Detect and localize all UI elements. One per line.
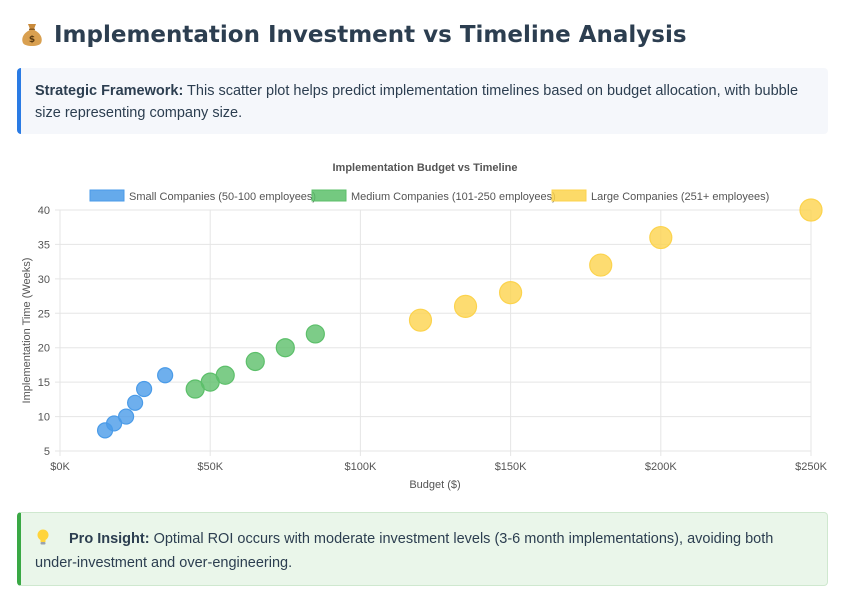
insight-text: Optimal ROI occurs with moderate investm…: [35, 531, 774, 571]
scatter-point: [127, 394, 144, 411]
scatter-point: [589, 253, 613, 277]
legend-swatch: [89, 189, 125, 202]
scatter-point: [649, 225, 673, 250]
x-tick-label: $50K: [197, 461, 223, 473]
framework-label: Strategic Framework:: [35, 83, 184, 99]
framework-text: This scatter plot helps predict implemen…: [35, 83, 799, 121]
y-tick-label: 40: [38, 205, 50, 217]
svg-text:$: $: [29, 35, 35, 45]
scatter-point: [245, 351, 265, 372]
x-tick-label: $250K: [795, 461, 827, 473]
scatter-point: [215, 365, 235, 385]
light-bulb-icon: [37, 529, 49, 545]
y-tick-label: 10: [38, 412, 50, 424]
legend-label: Medium Companies (101-250 employees): [351, 191, 556, 203]
y-tick-label: 15: [38, 377, 50, 389]
x-tick-label: $0K: [50, 461, 70, 473]
scatter-point: [136, 380, 153, 398]
x-tick-label: $200K: [645, 461, 677, 473]
x-axis-label: Budget ($): [409, 479, 460, 491]
y-tick-label: 30: [38, 274, 50, 286]
scatter-point: [499, 281, 523, 305]
legend-label: Large Companies (251+ employees): [591, 191, 769, 203]
page-header: $ Implementation Investment vs Timeline …: [20, 22, 687, 48]
scatter-point: [799, 198, 823, 222]
scatter-chart: Implementation Budget vs Timeline Small C…: [21, 162, 828, 491]
y-tick-label: 25: [38, 308, 50, 320]
legend-swatch: [311, 189, 347, 202]
strategic-framework-callout: Strategic Framework: This scatter plot h…: [17, 68, 828, 134]
x-tick-label: $150K: [495, 461, 527, 473]
legend-label: Small Companies (50-100 employees): [129, 191, 316, 203]
scatter-point: [157, 367, 174, 384]
x-tick-label: $100K: [344, 461, 376, 473]
legend-swatch: [551, 189, 587, 202]
y-axis-label: Implementation Time (Weeks): [21, 258, 33, 404]
chart-title: Implementation Budget vs Timeline: [333, 162, 518, 174]
scatter-point: [408, 308, 433, 332]
scatter-point: [117, 408, 135, 425]
y-tick-label: 20: [38, 343, 50, 355]
pro-insight-callout: Pro Insight: Optimal ROI occurs with mod…: [17, 512, 828, 586]
page-title: Implementation Investment vs Timeline An…: [54, 22, 687, 48]
scatter-point: [305, 324, 325, 344]
insight-label: Pro Insight:: [69, 531, 150, 547]
money-bag-icon: $: [22, 24, 42, 46]
y-tick-label: 5: [44, 446, 50, 458]
y-tick-label: 35: [38, 239, 50, 251]
scatter-point: [105, 415, 123, 432]
scatter-point: [275, 338, 295, 358]
scatter-point: [453, 294, 478, 318]
